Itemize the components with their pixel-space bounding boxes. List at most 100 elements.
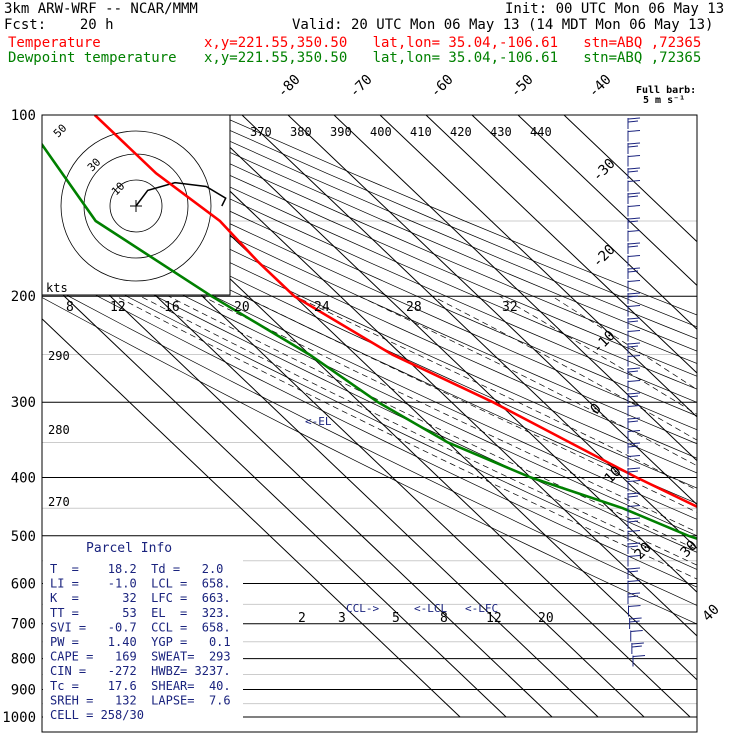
parcel-info-row: CAPE = 169 SWEAT= 293 (50, 650, 231, 664)
isotherm (287, 115, 697, 506)
wind-barb-flag (627, 505, 641, 507)
isotherm (195, 115, 697, 593)
wind-barb-flag (627, 430, 641, 432)
dry-adiabat (170, 115, 697, 340)
forecast-hour: Fcst: 20 h (4, 17, 114, 33)
dry-adiabat (42, 297, 697, 625)
wind-barb-flag (627, 330, 641, 332)
moist-adiabat (202, 295, 697, 533)
wind-barb-flag (627, 242, 641, 245)
dry-adiabat (42, 121, 697, 417)
dry-adiabat (42, 237, 697, 553)
isotherm-label: -60 (428, 72, 457, 101)
wind-barb-flag (627, 520, 639, 523)
pressure-label-400: 400 (11, 470, 36, 486)
isotherm (471, 115, 697, 330)
wind-barb-flag (627, 595, 639, 598)
wind-barb-flag (627, 570, 639, 573)
parcel-info-title: Parcel Info (86, 541, 172, 556)
wind-barb-flag (627, 542, 641, 545)
isotherm (379, 115, 697, 418)
isotherm-label: -10 (590, 328, 619, 357)
parcel-info-row: PW = 1.40 YGP = 0.1 (50, 635, 231, 649)
pressure-label-300: 300 (11, 395, 36, 411)
wind-barb-flag (627, 495, 639, 498)
legend-temperature-location: x,y=221.55,350.50 lat,lon= 35.04,-106.61… (204, 35, 702, 51)
wind-barb-flag (627, 580, 641, 582)
mixing-ratio-label: 20 (234, 300, 250, 315)
isotherm-label: -50 (508, 72, 537, 101)
isotherm-label: 40 (700, 602, 723, 625)
isotherm-label: -80 (275, 72, 304, 101)
wind-barb-flag (627, 445, 639, 448)
wind-barb-flag (627, 355, 641, 357)
parcel-info-row: SREH = 132 LAPSE= 7.6 (50, 693, 231, 707)
dry-adiabat (42, 144, 697, 445)
pressure-label-200: 200 (11, 289, 36, 305)
wind-barb-flag (627, 455, 641, 457)
wind-barb-flag (627, 120, 639, 123)
parcel-info-row: Tc = 17.6 SHEAR= 40. (50, 679, 231, 693)
dry-adiabat (75, 115, 697, 390)
parcel-info-row: CELL = 258/30 (50, 708, 144, 722)
wind-barb-flag (627, 192, 641, 195)
wind-barb-flag (627, 480, 641, 482)
legend-temperature: Temperature (8, 35, 101, 51)
pressure-label-500: 500 (11, 529, 36, 545)
wind-barb-flag (630, 630, 643, 632)
isotherm-label: 0 (588, 401, 605, 418)
parcel-info-row: K = 32 LFC = 663. (50, 591, 231, 605)
dry-adiabat (42, 251, 697, 570)
wind-barb-flag (627, 292, 641, 295)
wind-barb-flag (627, 370, 639, 373)
wind-barb-flag (627, 195, 639, 198)
isotherm (42, 274, 507, 718)
dry-adiabat (42, 281, 697, 606)
moist-adiabat (551, 295, 697, 390)
barb-legend-title: Full barb: (636, 85, 696, 96)
dewpoint-profile (42, 142, 697, 540)
parcel-info-row: TT = 53 EL = 323. (50, 606, 231, 620)
wind-barb-flag (627, 220, 639, 223)
wind-barb-flag (627, 345, 639, 348)
isotherm-label: -20 (590, 242, 619, 271)
wind-barb-flag (627, 395, 639, 398)
isotherm-label: -70 (347, 72, 376, 101)
isotherm-label: -40 (586, 72, 615, 101)
moist-adiabat (432, 295, 697, 441)
wind-barb-flag (627, 167, 641, 170)
moist-adiabat (294, 295, 697, 491)
hodograph-ring (60, 130, 212, 282)
parcel-info-row: CIN = -272 HWBZ= 3237. (50, 664, 231, 678)
wind-barb-flag (631, 642, 644, 645)
parcel-info-row: SVI = -0.7 CCL = 658. (50, 620, 231, 634)
hodograph-trace (135, 181, 227, 207)
level-annotation: CCL-> (346, 602, 379, 615)
wind-barb-flag (627, 530, 641, 532)
level-annotation: <-LFC (465, 602, 498, 615)
wind-barb-flag (632, 655, 646, 657)
hodograph-units: kts (46, 281, 68, 295)
dry-adiabat (123, 115, 697, 364)
theta-label: 400 (370, 125, 392, 139)
mixing-ratio-label: 32 (502, 300, 518, 315)
wind-barb-flag (627, 545, 639, 548)
wind-barb-flag (631, 645, 642, 648)
wind-barb-flag (627, 305, 641, 307)
wind-barb-flag (627, 117, 641, 120)
wind-barb-flag (627, 567, 641, 570)
wind-barb-flag (627, 555, 641, 557)
pressure-label-1000: 1000 (2, 710, 36, 726)
level-annotation: <-EL (305, 415, 332, 428)
level-annotation: <-LCL (414, 602, 447, 615)
mixing-ratio-label: 28 (406, 300, 422, 315)
model-title: 3km ARW-WRF -- NCAR/MMM (4, 1, 198, 17)
wind-barb-flag (629, 617, 642, 620)
pressure-label-800: 800 (11, 652, 36, 668)
legend-dewpoint: Dewpoint temperature (8, 50, 177, 66)
mixing-ratio-label: 24 (314, 300, 330, 315)
parcel-info-row: T = 18.2 Td = 2.0 (50, 562, 223, 576)
pressure-label-900: 900 (11, 682, 36, 698)
wind-barb-flag (627, 467, 641, 470)
